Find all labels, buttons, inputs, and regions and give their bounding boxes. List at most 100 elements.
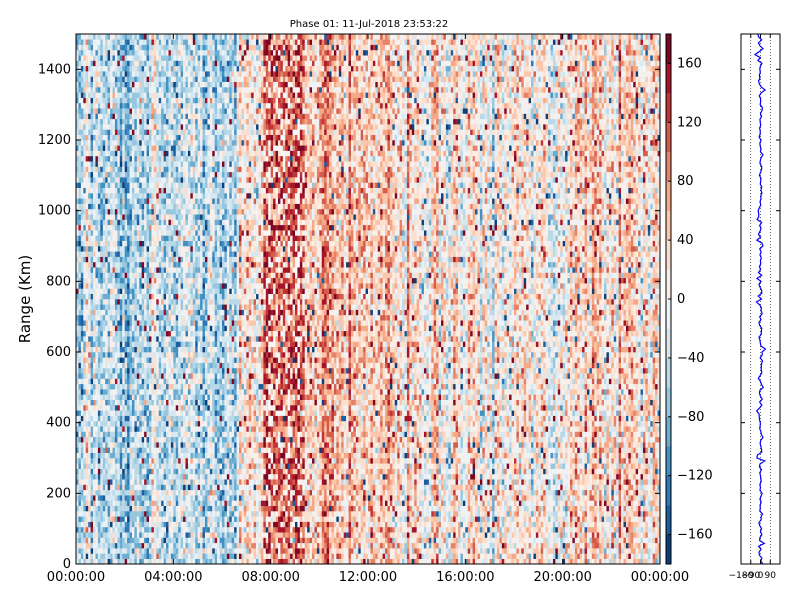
heatmap-cell xyxy=(120,500,123,506)
heatmap-cell xyxy=(95,156,98,162)
heatmap-cell xyxy=(98,257,101,263)
heatmap-cell xyxy=(98,347,101,353)
heatmap-cell xyxy=(134,151,137,157)
heatmap-cell xyxy=(149,103,152,109)
heatmap-cell xyxy=(120,61,123,67)
heatmap-cell xyxy=(139,559,142,565)
heatmap-cell xyxy=(164,129,167,135)
heatmap-cell xyxy=(168,559,171,565)
heatmap-cell xyxy=(91,490,94,496)
heatmap-cell xyxy=(178,405,181,411)
heatmap-cell xyxy=(176,458,179,464)
heatmap-cell xyxy=(159,140,162,146)
heatmap-cell xyxy=(178,45,181,51)
heatmap-cell xyxy=(137,108,140,114)
heatmap-cell xyxy=(149,108,152,114)
heatmap-cell xyxy=(122,45,125,51)
heatmap-cell xyxy=(134,177,137,183)
heatmap-cell xyxy=(91,326,94,332)
heatmap-cell xyxy=(181,432,184,438)
heatmap-cell xyxy=(103,394,106,400)
heatmap-cell xyxy=(122,204,125,210)
heatmap-cell xyxy=(130,204,133,210)
heatmap-cell xyxy=(186,220,189,226)
heatmap-cell xyxy=(81,145,84,151)
heatmap-cell xyxy=(173,129,176,135)
heatmap-cell xyxy=(178,548,181,554)
heatmap-cell xyxy=(159,182,162,188)
heatmap-cell xyxy=(142,235,145,241)
heatmap-cell xyxy=(105,61,108,67)
heatmap-cell xyxy=(103,172,106,178)
heatmap-cell xyxy=(142,278,145,284)
heatmap-cell xyxy=(195,458,198,464)
heatmap-cell xyxy=(154,66,157,72)
heatmap-cell xyxy=(137,543,140,549)
heatmap-cell xyxy=(144,469,147,475)
heatmap-cell xyxy=(122,341,125,347)
heatmap-cell xyxy=(173,257,176,263)
heatmap-cell xyxy=(130,453,133,459)
heatmap-cell xyxy=(164,336,167,342)
heatmap-cell xyxy=(122,384,125,390)
heatmap-cell xyxy=(100,45,103,51)
heatmap-cell xyxy=(142,140,145,146)
heatmap-cell xyxy=(100,368,103,374)
heatmap-cell xyxy=(110,304,113,310)
heatmap-cell xyxy=(91,45,94,51)
heatmap-cell xyxy=(149,45,152,51)
heatmap-cell xyxy=(110,463,113,469)
heatmap-cell xyxy=(151,315,154,321)
heatmap-cell xyxy=(100,145,103,151)
heatmap-cell xyxy=(93,273,96,279)
heatmap-cell xyxy=(168,198,171,204)
heatmap-cell xyxy=(164,151,167,157)
heatmap-cell xyxy=(105,151,108,157)
heatmap-cell xyxy=(98,214,101,220)
heatmap-cell xyxy=(173,490,176,496)
heatmap-cell xyxy=(127,214,130,220)
heatmap-cell xyxy=(120,447,123,453)
heatmap-cell xyxy=(171,241,174,247)
heatmap-cell xyxy=(127,262,130,268)
heatmap-cell xyxy=(103,357,106,363)
heatmap-cell xyxy=(134,400,137,406)
heatmap-cell xyxy=(130,527,133,533)
heatmap-cell xyxy=(81,368,84,374)
heatmap-cell xyxy=(188,416,191,422)
heatmap-cell xyxy=(164,103,167,109)
heatmap-cell xyxy=(95,416,98,422)
heatmap-cell xyxy=(127,331,130,337)
heatmap-cell xyxy=(173,76,176,82)
heatmap-cell xyxy=(95,119,98,125)
heatmap-cell xyxy=(78,495,81,501)
heatmap-cell xyxy=(93,82,96,88)
heatmap-cell xyxy=(120,230,123,236)
heatmap-cell xyxy=(83,262,86,268)
heatmap-cell xyxy=(151,267,154,273)
heatmap-cell xyxy=(193,82,196,88)
heatmap-cell xyxy=(183,447,186,453)
heatmap-cell xyxy=(130,108,133,114)
heatmap-cell xyxy=(161,151,164,157)
heatmap-cell xyxy=(168,326,171,332)
heatmap-cell xyxy=(193,458,196,464)
heatmap-cell xyxy=(186,485,189,491)
heatmap-cell xyxy=(166,82,169,88)
heatmap-cell xyxy=(98,103,101,109)
heatmap-cell xyxy=(113,241,116,247)
heatmap-cell xyxy=(125,368,128,374)
heatmap-cell xyxy=(122,114,125,120)
heatmap-cell xyxy=(188,410,191,416)
heatmap-cell xyxy=(168,315,171,321)
heatmap-cell xyxy=(171,71,174,77)
heatmap-cell xyxy=(93,188,96,194)
heatmap-cell xyxy=(88,490,91,496)
heatmap-cell xyxy=(105,251,108,257)
heatmap-cell xyxy=(78,50,81,56)
heatmap-cell xyxy=(98,442,101,448)
heatmap-cell xyxy=(91,347,94,353)
heatmap-cell xyxy=(132,82,135,88)
heatmap-cell xyxy=(108,352,111,358)
heatmap-cell xyxy=(120,98,123,104)
